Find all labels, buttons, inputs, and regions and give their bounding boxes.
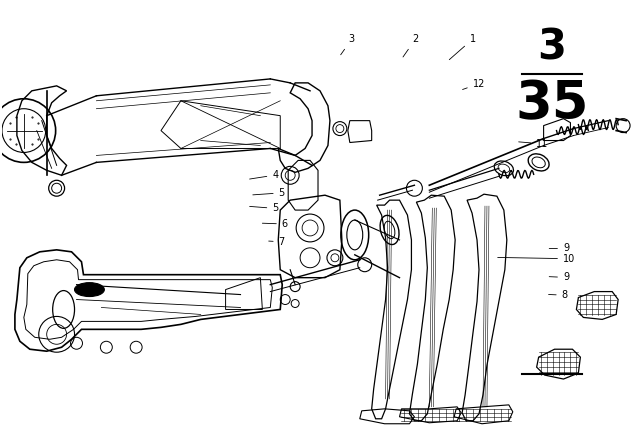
Text: 7: 7 (269, 237, 285, 247)
Text: 35: 35 (515, 78, 589, 130)
Text: 12: 12 (463, 79, 485, 90)
Text: 5: 5 (253, 188, 285, 198)
Text: 3: 3 (538, 26, 566, 69)
Text: 2: 2 (403, 34, 419, 57)
Text: 6: 6 (262, 219, 288, 229)
Text: 9: 9 (549, 243, 569, 254)
Text: 11: 11 (518, 139, 548, 149)
Text: 8: 8 (548, 290, 568, 300)
Text: 3: 3 (340, 34, 355, 55)
Ellipse shape (74, 283, 104, 297)
Text: 10: 10 (498, 254, 575, 264)
Text: 1: 1 (449, 34, 476, 60)
Text: 4: 4 (250, 170, 278, 180)
Text: 5: 5 (250, 203, 278, 213)
Text: 9: 9 (549, 272, 569, 282)
